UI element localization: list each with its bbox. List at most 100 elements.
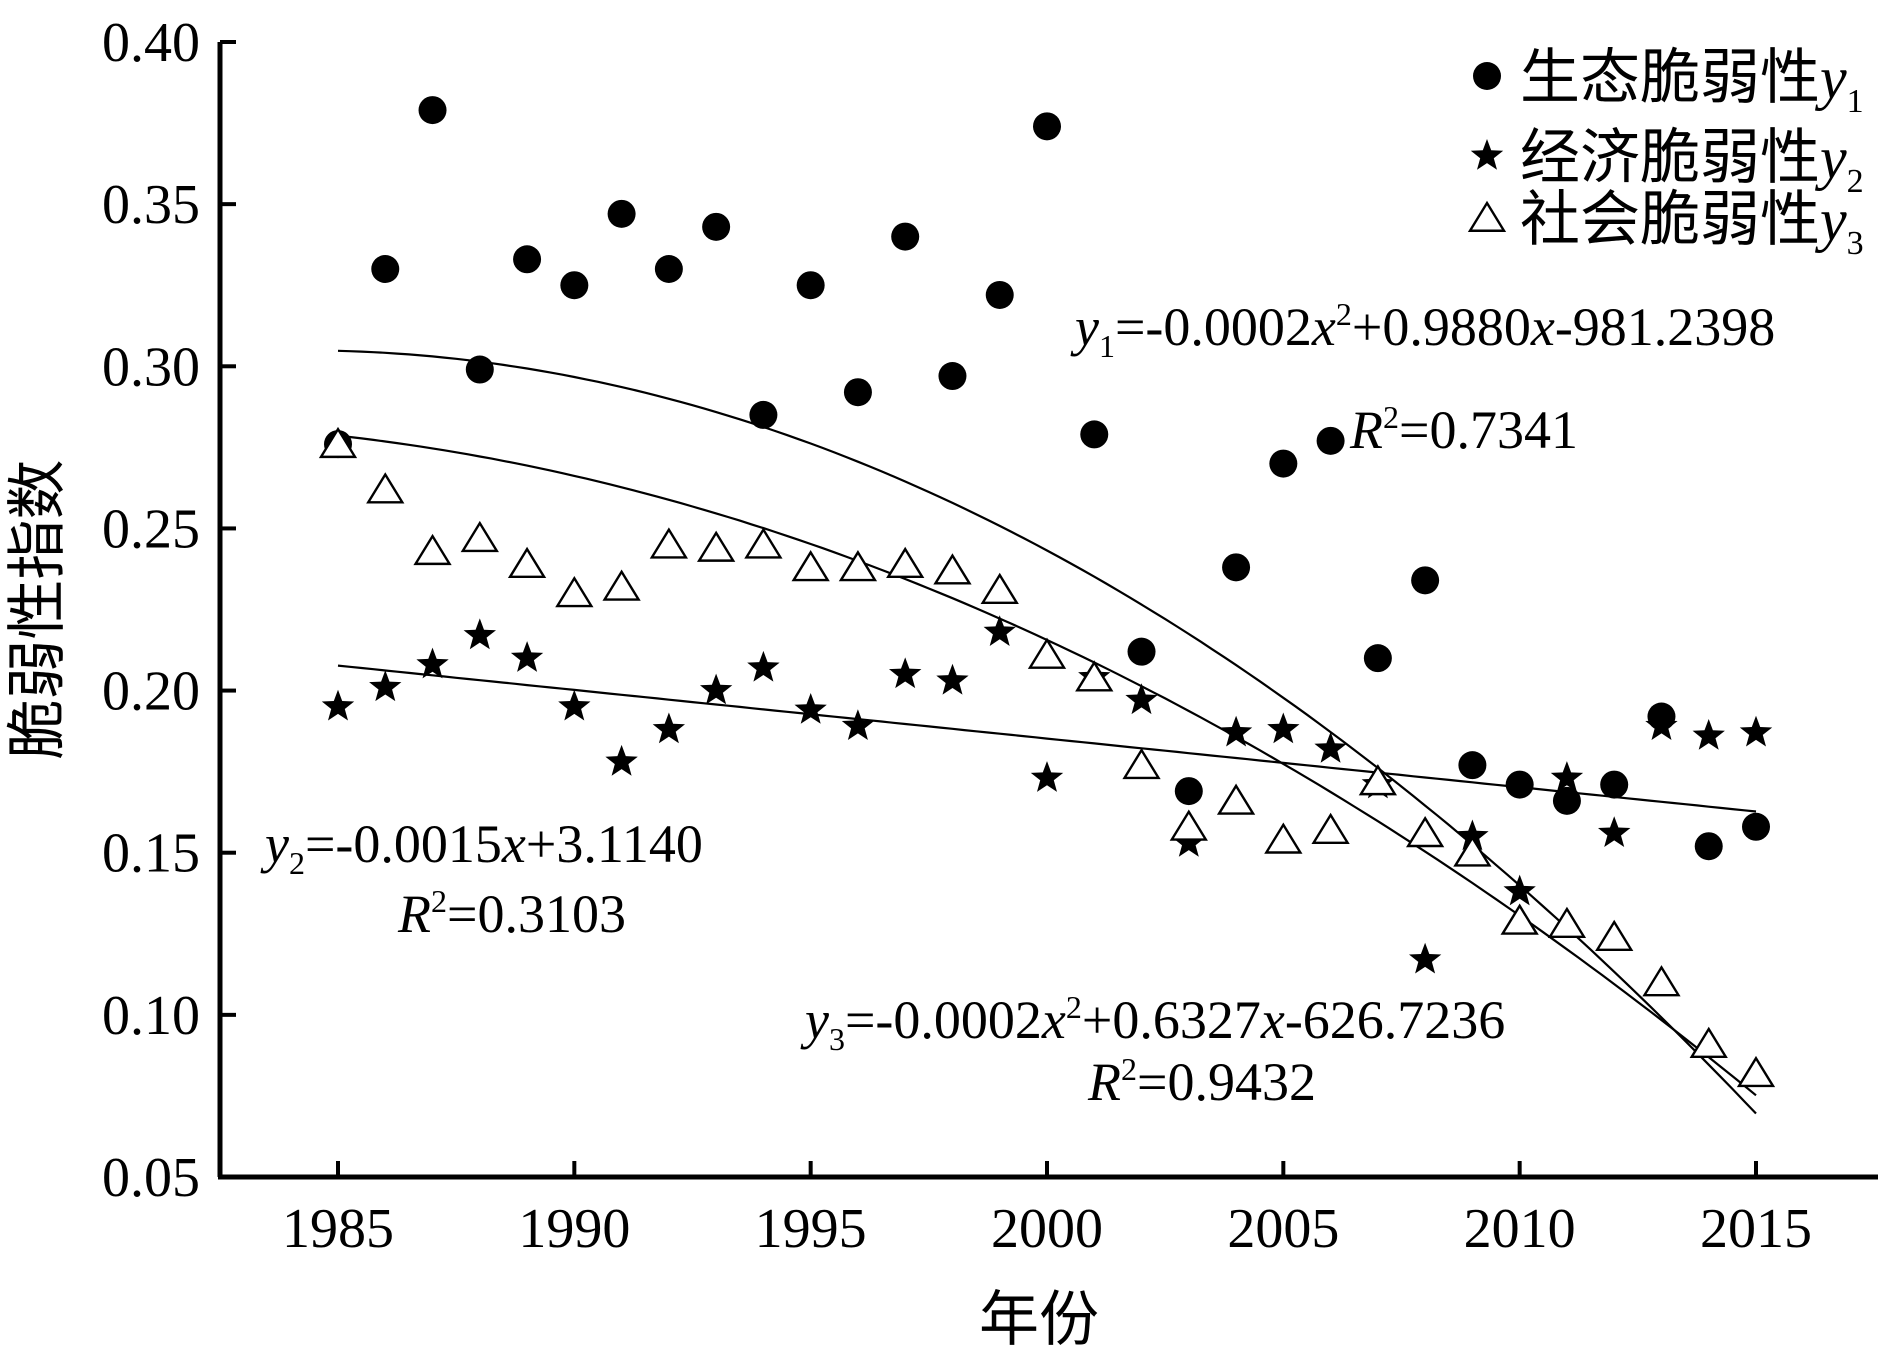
point-triangle [838,550,878,582]
eq-var: x [501,814,526,874]
point-circle [1222,553,1251,582]
eq-part: =-0.0015 [305,814,502,874]
eq-sub: 2 [289,845,305,881]
point-star [936,663,969,695]
point-triangle [1358,764,1398,796]
point-triangle [1689,1026,1728,1058]
legend-name: 生态脆弱性 [1520,45,1820,111]
r2-var: R [397,884,431,944]
eq-part: +0.9880 [1352,297,1531,357]
y-tick-label: 0.05 [102,1147,200,1209]
point-triangle [886,546,925,579]
legend-sub: 2 [1847,163,1864,200]
point-star [841,709,875,740]
point-triangle [933,553,972,585]
point-star [1456,819,1489,851]
point-triangle [696,530,736,562]
point-circle [938,362,967,391]
fit-equation-2: y2=-0.0015x+3.1140 [260,814,703,881]
point-triangle [1547,906,1587,939]
point-triangle [1264,822,1303,854]
point-star [369,670,402,702]
legend-sub: 3 [1847,225,1864,262]
r2-var: R [1349,400,1383,460]
r2-sup: 2 [431,883,447,919]
r2-value: =0.7341 [1399,400,1578,460]
point-circle [1552,786,1581,815]
point-star [1503,874,1536,906]
point-circle [891,222,920,251]
r2-value: =0.9432 [1137,1052,1316,1112]
point-star [1645,709,1678,740]
point-star [889,657,922,689]
x-tick-label: 1995 [755,1198,867,1260]
point-triangle [1027,637,1067,669]
point-triangle [366,472,405,504]
r2-var: R [1087,1052,1121,1112]
point-triangle [460,520,499,553]
y-tick-label: 0.35 [102,174,200,236]
legend-label: 经济脆弱性y2 [1520,125,1864,200]
point-circle [796,271,825,300]
point-triangle [1500,903,1539,935]
point-star [1125,683,1158,715]
point-triangle [1595,919,1634,951]
point-circle [654,255,683,283]
point-star [983,615,1016,646]
point-star [510,641,544,672]
point-circle [607,199,636,228]
legend-marker-star [1470,139,1504,170]
eq-part: -626.7236 [1285,990,1505,1050]
point-star [1739,715,1773,747]
legend-var: y [1814,125,1847,191]
fit-curve-2 [337,664,1757,813]
eq-var: y [800,990,829,1050]
x-tick-label: 2015 [1700,1198,1812,1260]
point-triangle [791,550,830,582]
point-triangle [1311,812,1350,844]
fit-r2-1: R2=0.7341 [1349,399,1578,460]
point-triangle [555,575,594,608]
eq-var: x [1311,297,1336,357]
fit-equation-1: y1=-0.0002x2+0.9880x-981.2398 [1070,296,1775,364]
fit-r2-3: R2=0.9432 [1087,1051,1316,1112]
point-triangle [1216,783,1256,815]
point-star [1267,712,1300,744]
point-circle [1505,770,1534,799]
point-star [794,693,827,724]
eq-var: x [1260,990,1285,1050]
r2-sup: 2 [1121,1051,1137,1087]
point-triangle [318,426,358,459]
x-tick-label: 1990 [518,1198,630,1260]
point-circle [465,355,494,384]
fit-equation-3: y3=-0.0002x2+0.6327x-626.7236 [800,989,1505,1057]
point-triangle [980,572,1019,604]
point-circle [843,378,872,407]
y-tick-label: 0.10 [102,985,200,1047]
point-star [605,744,638,776]
point-star [558,689,591,721]
point-triangle [649,527,689,559]
point-triangle [1075,660,1114,692]
axes: 0.05 0.10 0.15 0.20 0.25 0.30 0.35 0.40 1985 1990… [5,12,1878,1353]
point-circle [418,96,447,125]
data-points [318,96,1776,1088]
point-triangle [602,569,641,601]
point-circle [1694,832,1723,861]
point-circle [1080,420,1109,449]
point-star [652,712,685,744]
legend-name: 经济脆弱性 [1520,125,1820,191]
legend-name: 社会脆弱性 [1520,187,1820,253]
eq-var: y [260,814,289,874]
eq-sup: 2 [1066,989,1082,1025]
eq-part: +3.1140 [526,814,703,874]
point-star [1409,942,1442,974]
point-circle [371,255,400,283]
point-star [463,618,496,650]
point-triangle [507,546,547,579]
eq-sub: 3 [829,1021,845,1057]
legend-var: y [1814,187,1847,253]
point-triangle [1169,809,1208,841]
eq-var: x [1041,990,1066,1050]
